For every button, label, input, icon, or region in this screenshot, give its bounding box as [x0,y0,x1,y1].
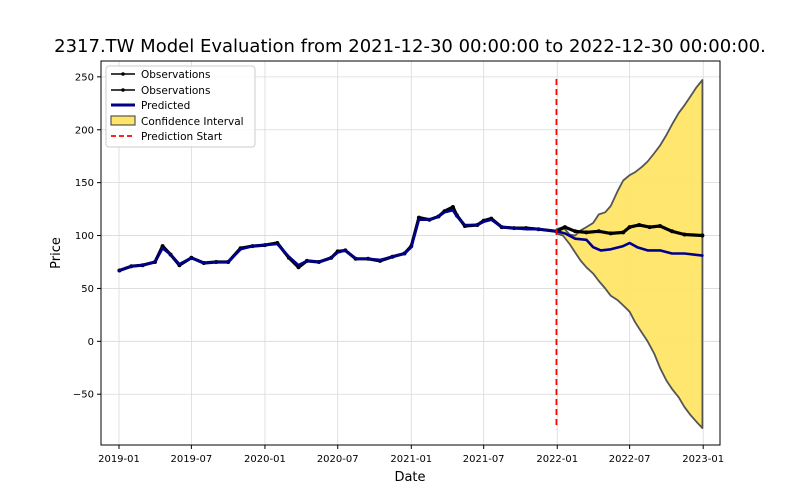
observations-forecast-point [562,225,567,230]
series-layer [117,205,705,273]
x-tick-label: 2021-01 [390,454,432,465]
y-axis-label: Price [49,237,64,269]
observations-forecast-point [700,233,705,238]
x-tick-label: 2019-01 [98,454,140,465]
observations-forecast-point [573,229,578,234]
legend-label-prediction-start: Prediction Start [141,131,222,143]
legend-confidence-swatch [110,115,136,126]
observations-history-point [160,244,165,249]
confidence-interval-layer [555,79,704,429]
legend-label-observations-1: Observations [141,69,210,81]
observations-forecast-point [627,225,632,230]
y-tick-label: 150 [75,178,94,189]
y-tick-label: −50 [73,390,94,401]
legend-box [105,65,256,148]
chart-title: 2317.TW Model Evaluation from 2021-12-30… [54,36,766,57]
x-tick-label: 2019-07 [170,454,212,465]
y-axis: −50 0 50 100 150 200 250 [73,72,101,401]
observations-history-point [296,265,301,270]
y-tick-label: 200 [75,125,94,136]
observations-forecast-point [670,229,674,234]
observations-forecast-point [621,230,626,235]
observations-forecast-point [647,225,652,230]
x-tick-label: 2022-01 [536,454,578,465]
x-tick-label: 2020-07 [317,454,359,465]
x-tick-label: 2022-07 [609,454,651,465]
observations-forecast-point [658,224,662,228]
x-axis: 2019-01 2019-07 2020-01 2020-07 2021-01 2021-… [98,445,724,465]
legend-label-predicted: Predicted [141,100,190,112]
observations-history-point [450,205,455,209]
y-tick-label: 50 [81,284,94,295]
legend-observations-2-marker [121,88,125,92]
observations-forecast-point [584,230,589,235]
observations-forecast-point [637,223,642,227]
x-axis-label: Date [394,470,425,485]
y-tick-label: 100 [75,231,94,242]
legend-label-confidence: Confidence Interval [141,116,244,128]
plot-frame [100,60,721,446]
x-tick-label: 2023-01 [682,454,724,465]
observations-forecast-point [608,231,613,236]
legend-label-observations-2: Observations [141,85,210,97]
x-tick-label: 2021-07 [463,454,505,465]
y-tick-label: 0 [88,337,94,348]
legend-observations-1-marker [121,72,125,76]
x-tick-label: 2020-01 [244,454,286,465]
observations-forecast-point [596,229,601,234]
confidence-interval-band [555,79,704,429]
legend: Observations Observations Predicted Conf… [105,65,256,148]
observations-forecast-point [682,232,687,237]
predicted-line [118,208,704,272]
y-tick-label: 250 [75,72,94,83]
